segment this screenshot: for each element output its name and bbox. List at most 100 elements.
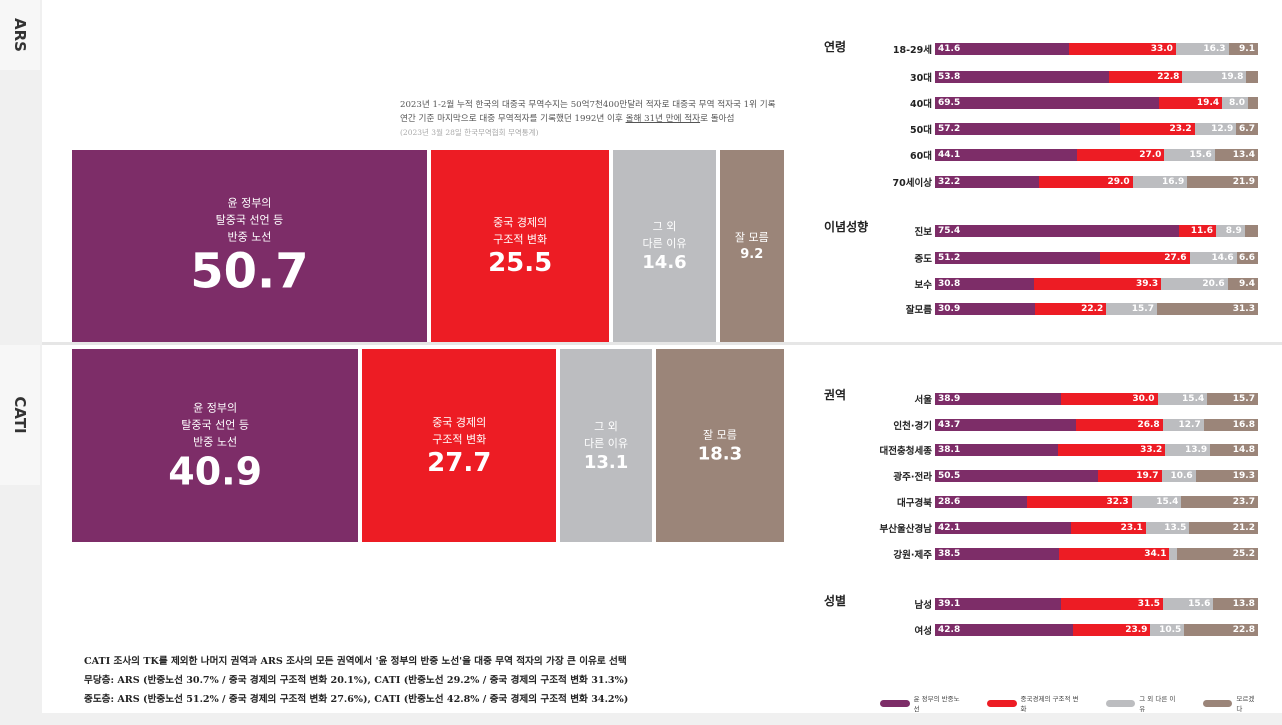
- trade-note: 2023년 1-2월 누적 한국의 대중국 무역수지는 50억7천400만달러 …: [400, 98, 776, 140]
- row-bar: 51.2 27.6 14.6 6.6: [935, 252, 1258, 264]
- row-bar: 42.1 23.1 13.5 21.2: [935, 522, 1258, 534]
- big-bar-1: 윤 정부의 탈중국 선언 등 반중 노선 50.7: [72, 150, 427, 342]
- big-bar-value: 50.7: [190, 243, 309, 300]
- legend-item: 중국경제의 구조적 변화: [986, 693, 1084, 713]
- row-seg: 15.4: [1131, 496, 1182, 508]
- row-seg-value: 53.8: [938, 72, 961, 82]
- row-seg-value: 44.1: [938, 150, 961, 160]
- row-seg: 22.8: [1184, 624, 1258, 636]
- note-source: (2023년 3월 28일 한국무역협회 무역통계): [400, 128, 539, 137]
- row-seg-value: 22.8: [1157, 72, 1180, 82]
- row-seg: 12.7: [1162, 419, 1204, 431]
- row-label: 30대: [910, 73, 932, 84]
- row-seg-value: 39.1: [938, 599, 961, 609]
- row-seg-value: 42.1: [938, 523, 961, 533]
- big-bar-label-line: 구조적 변화: [493, 233, 548, 246]
- group-title: 이념성향: [824, 220, 869, 234]
- row-seg: 27.6: [1100, 252, 1190, 264]
- big-bar-value: 13.1: [583, 451, 629, 473]
- row-seg-value: 29.0: [1107, 177, 1130, 187]
- legend: 윤 정부의 반중노선 중국경제의 구조적 변화 그 외 다른 이유 모르겠다: [880, 693, 1282, 713]
- row-seg-value: 13.8: [1232, 599, 1255, 609]
- row-seg: 41.6: [935, 43, 1070, 55]
- row-seg: 23.9: [1073, 624, 1151, 636]
- row-seg-value: 27.6: [1164, 253, 1187, 263]
- row-seg: 29.0: [1039, 176, 1133, 188]
- row-bar: 42.8 23.9 10.5 22.8: [935, 624, 1258, 636]
- row-seg-value: 38.1: [938, 445, 961, 455]
- row-seg-value: 15.6: [1188, 599, 1211, 609]
- row-seg: 50.5: [935, 470, 1098, 482]
- tab-cati-label: CATI: [11, 396, 29, 434]
- row-bar: 38.9 30.0 15.4 15.7: [935, 393, 1258, 405]
- row-seg: 10.6: [1161, 470, 1196, 482]
- row-seg-value: 23.1: [1120, 523, 1143, 533]
- legend-swatch: [1105, 699, 1136, 707]
- big-bar-label-line: 중국 경제의: [432, 415, 487, 429]
- row-seg: 27.0: [1077, 149, 1165, 161]
- row-seg: 15.7: [1106, 303, 1157, 315]
- row-seg-value: 6.6: [1239, 253, 1255, 263]
- row-seg: [1247, 97, 1258, 109]
- row-label: 진보: [914, 227, 932, 238]
- row-seg-value: 75.4: [938, 226, 961, 236]
- big-bar-label-line: 그 외: [594, 419, 618, 433]
- row-bar: 69.5 19.4 8.0: [935, 97, 1258, 109]
- big-bar-label-line: 다른 이유: [584, 436, 629, 450]
- row-seg-value: 19.7: [1136, 471, 1159, 481]
- row-label: 대전충청세종: [879, 446, 932, 457]
- row-seg: 11.6: [1178, 225, 1216, 237]
- row-seg: 9.1: [1228, 43, 1258, 55]
- legend-swatch: [986, 699, 1017, 707]
- row-seg: 21.9: [1187, 176, 1258, 188]
- row-seg-value: 30.8: [938, 279, 961, 289]
- row-seg-value: 11.6: [1190, 226, 1213, 236]
- big-bar-value: 27.7: [427, 447, 492, 478]
- row-seg: 43.7: [935, 419, 1077, 431]
- row-bar: 30.9 22.2 15.7 31.3: [935, 303, 1258, 315]
- row-label: 보수: [914, 280, 932, 291]
- big-bar-content: 중국 경제의 구조적 변화 25.5: [431, 214, 610, 278]
- big-bar-label-line: 탈중국 선언 등: [181, 418, 249, 431]
- row-seg-value: 14.6: [1211, 253, 1234, 263]
- tab-cati[interactable]: CATI: [0, 345, 40, 485]
- row-seg: 38.5: [935, 548, 1060, 560]
- tab-ars[interactable]: ARS: [0, 0, 40, 70]
- row-seg: 14.8: [1210, 444, 1258, 456]
- row-seg: 6.6: [1236, 252, 1258, 264]
- row-label: 인천·경기: [893, 421, 932, 432]
- group-title: 연령: [824, 40, 847, 54]
- row-seg: 23.1: [1071, 522, 1146, 534]
- row-seg: 39.3: [1034, 278, 1162, 290]
- note-line1: 2023년 1-2월 누적 한국의 대중국 무역수지는 50억7천400만달러 …: [400, 100, 776, 110]
- row-seg-value: 19.4: [1196, 98, 1220, 108]
- row-bar: 38.1 33.2 13.9 14.8: [935, 444, 1258, 456]
- row-seg: 21.2: [1189, 522, 1258, 534]
- note-line2-underline: 올해 31년 만에 적자: [625, 114, 701, 124]
- row-bar: 38.5 34.1 25.2: [935, 548, 1258, 560]
- row-seg-value: 20.6: [1202, 279, 1225, 289]
- row-seg-value: 13.4: [1232, 150, 1255, 160]
- footer-notes: CATI 조사의 TK를 제외한 나머지 권역과 ARS 조사의 모든 권역에서…: [84, 652, 628, 709]
- row-seg-value: 32.2: [938, 177, 961, 187]
- row-seg-value: 9.4: [1239, 279, 1255, 289]
- row-seg-value: 10.5: [1159, 625, 1182, 635]
- row-bar: 57.2 23.2 12.9 6.7: [935, 123, 1258, 135]
- row-seg: 32.3: [1027, 496, 1132, 508]
- row-seg-value: 22.8: [1232, 625, 1255, 635]
- big-bar-value: 9.2: [740, 247, 764, 262]
- row-seg: 31.5: [1061, 598, 1164, 610]
- row-label: 중도: [914, 254, 932, 265]
- row-seg-value: 12.7: [1178, 420, 1201, 430]
- big-bar-1: 윤 정부의 탈중국 선언 등 반중 노선 40.9: [72, 349, 359, 542]
- row-seg: 31.3: [1156, 303, 1258, 315]
- row-bar: 39.1 31.5 15.6 13.8: [935, 598, 1258, 610]
- row-seg: 16.9: [1132, 176, 1188, 188]
- row-seg-value: 13.5: [1164, 523, 1187, 533]
- legend-item: 모르겠다: [1202, 693, 1260, 713]
- row-bar: 44.1 27.0 15.6 13.4: [935, 149, 1258, 161]
- row-seg: 13.9: [1165, 444, 1211, 456]
- row-seg: 19.3: [1195, 470, 1258, 482]
- row-seg-value: 10.6: [1170, 471, 1193, 481]
